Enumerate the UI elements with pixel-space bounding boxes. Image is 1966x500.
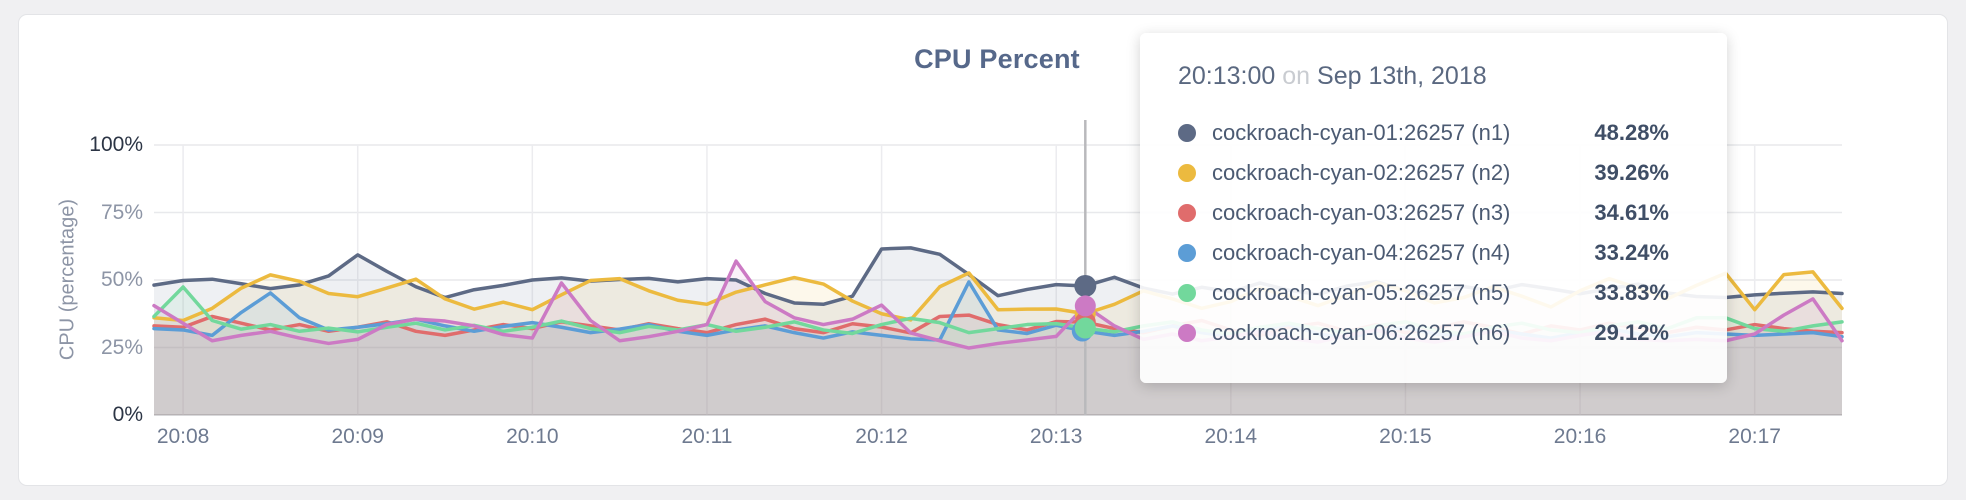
y-tick-label: 100% [89,133,143,156]
series-color-dot [1178,244,1196,262]
hover-dot-n6 [1074,295,1096,317]
hover-dot-n5 [1074,317,1096,339]
y-tick-label: 0% [112,403,143,426]
tooltip-time: 20:13:00 [1178,62,1276,90]
series-area-n5 [154,287,1842,415]
series-color-dot [1178,204,1196,222]
tooltip-series-label: cockroach-cyan-06:26257 (n6) [1212,320,1511,345]
x-tick-label: 20:12 [855,425,908,448]
x-tick-label: 20:17 [1728,425,1781,448]
tooltip-series-label: cockroach-cyan-03:26257 (n3) [1212,200,1511,225]
tooltip-row-n5: cockroach-cyan-05:26257 (n5) 33.83% [1178,273,1669,313]
y-tick-label: 25% [100,335,143,359]
x-tick-label: 20:09 [331,425,384,448]
tooltip-series-value: 39.26% [1594,160,1669,185]
tooltip-row-n1: cockroach-cyan-01:26257 (n1) 48.28% [1178,113,1669,153]
tooltip-row-n3: cockroach-cyan-03:26257 (n3) 34.61% [1178,193,1669,233]
x-tick-label: 20:15 [1379,425,1432,448]
tooltip-row-n4: cockroach-cyan-04:26257 (n4) 33.24% [1178,233,1669,273]
x-tick-label: 20:16 [1553,425,1607,448]
x-tick-label: 20:10 [506,425,559,448]
series-color-dot [1178,164,1196,182]
tooltip-header: 20:13:00 on Sep 13th, 2018 [1178,59,1669,93]
x-tick-label: 20:08 [156,425,210,448]
tooltip-series-value: 34.61% [1594,200,1669,225]
series-color-dot [1178,284,1196,302]
y-tick-label: 75% [100,200,143,224]
tooltip-series-label: cockroach-cyan-01:26257 (n1) [1212,120,1511,145]
tooltip-series-label: cockroach-cyan-02:26257 (n2) [1212,160,1511,185]
tooltip-series-list: cockroach-cyan-01:26257 (n1) 48.28% cockro… [1178,113,1669,353]
x-tick-label: 20:13 [1029,425,1083,448]
x-tick-label: 20:14 [1204,425,1258,448]
series-color-dot [1178,124,1196,142]
tooltip-date: Sep 13th, 2018 [1317,62,1487,90]
y-tick-label: 50% [100,268,143,291]
series-color-dot [1178,324,1196,342]
chart-title: CPU Percent [914,44,1080,74]
tooltip-series-value: 48.28% [1594,120,1669,145]
tooltip-row-n6: cockroach-cyan-06:26257 (n6) 29.12% [1178,313,1669,353]
x-tick-label: 20:11 [681,425,733,448]
tooltip-series-value: 29.12% [1594,320,1669,345]
hover-dot-n1 [1074,274,1097,297]
tooltip-series-label: cockroach-cyan-05:26257 (n5) [1212,280,1511,305]
tooltip-series-value: 33.24% [1594,240,1669,265]
tooltip-series-label: cockroach-cyan-04:26257 (n4) [1212,240,1511,265]
tooltip-on-word: on [1282,62,1311,90]
tooltip-row-n2: cockroach-cyan-02:26257 (n2) 39.26% [1178,153,1669,193]
tooltip-series-value: 33.83% [1594,280,1669,305]
hover-tooltip: 20:13:00 on Sep 13th, 2018 cockroach-cya… [1140,33,1727,383]
